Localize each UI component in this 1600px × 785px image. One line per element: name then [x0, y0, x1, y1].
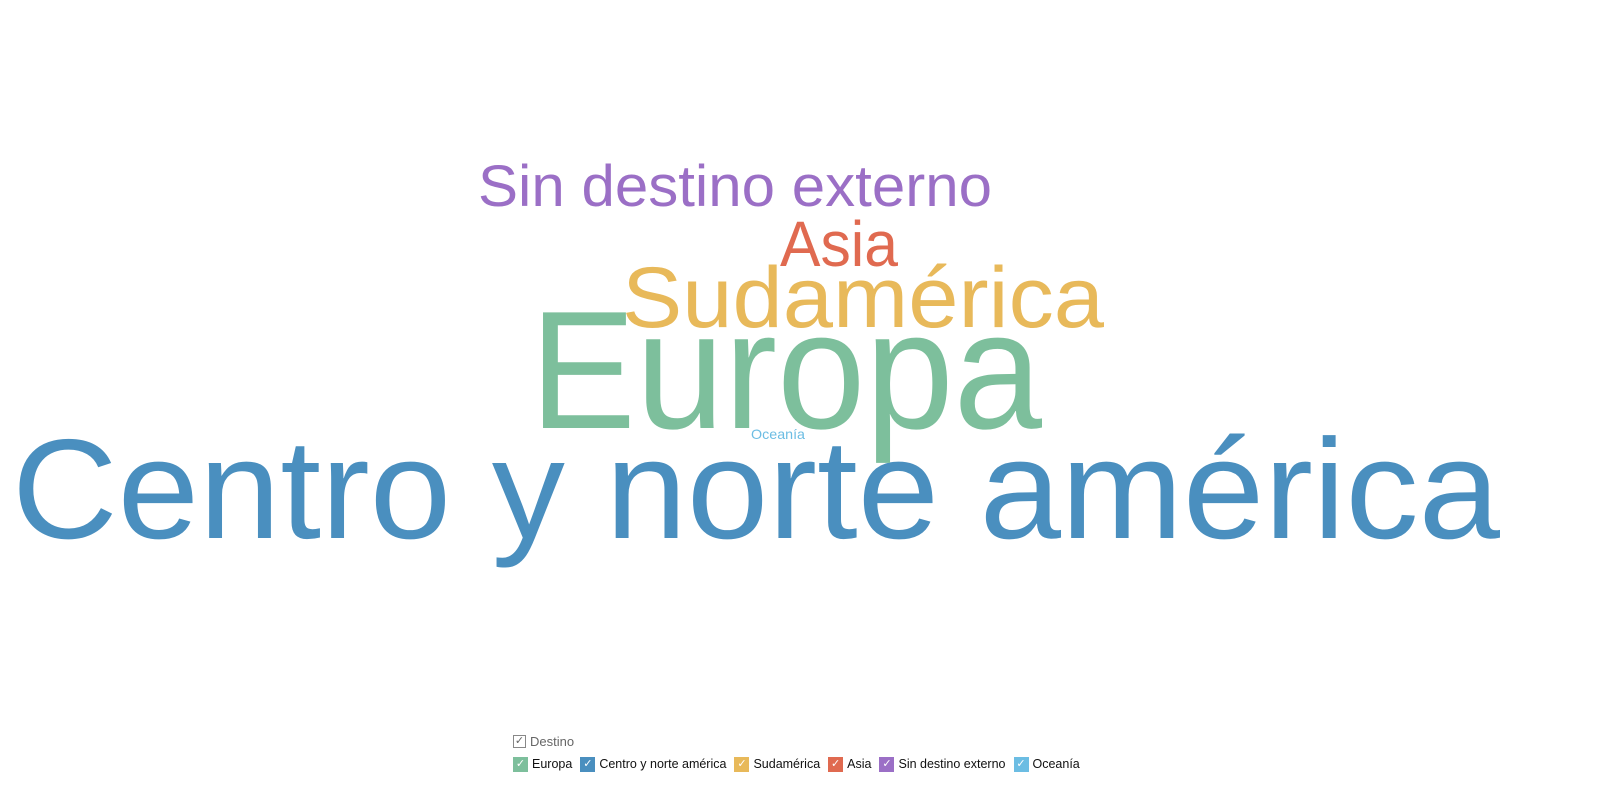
legend-item-europa[interactable]: ✓ Europa	[513, 756, 573, 772]
legend-toggle-all-checkbox-icon[interactable]: ✓	[513, 734, 526, 748]
word-sin-destino-externo: Sin destino externo	[478, 154, 992, 219]
word-sudamérica: Sudamérica	[622, 250, 1104, 346]
checkbox-icon[interactable]: ✓	[513, 756, 528, 772]
checkbox-icon[interactable]: ✓	[1013, 756, 1029, 772]
checkbox-icon[interactable]: ✓	[580, 756, 596, 772]
word-centro-y-norte-américa: Centro y norte américa	[12, 410, 1500, 569]
legend: ✓ Destino ✓ Europa ✓ Centro y norte américa…	[513, 731, 1088, 774]
word-europa: Europa	[530, 276, 1043, 464]
legend-item-sudamérica[interactable]: ✓ Sudamérica	[734, 756, 821, 772]
checkbox-icon[interactable]: ✓	[828, 756, 844, 772]
legend-items: ✓ Europa ✓ Centro y norte américa ✓ Sudaméric…	[513, 754, 1088, 774]
legend-title: Destino	[530, 733, 575, 749]
checkbox-icon[interactable]: ✓	[734, 756, 750, 772]
word-cloud: Centro y norte américaEuropaSudaméricaAs…	[12, 154, 1500, 569]
legend-title-row[interactable]: ✓ Destino	[513, 731, 1088, 751]
word-asia: Asia	[780, 208, 898, 280]
legend-item-asia[interactable]: ✓ Asia	[828, 756, 872, 772]
legend-item-oceanía[interactable]: ✓ Oceanía	[1013, 756, 1080, 772]
legend-item-label: Sudamérica	[753, 757, 821, 771]
legend-item-label: Asia	[847, 757, 872, 771]
legend-item-label: Sin destino externo	[898, 757, 1006, 771]
legend-item-sin-destino-externo[interactable]: ✓ Sin destino externo	[879, 756, 1006, 772]
checkbox-icon[interactable]: ✓	[879, 756, 895, 772]
legend-item-centro-y-norte-américa[interactable]: ✓ Centro y norte américa	[580, 756, 727, 772]
legend-item-label: Europa	[532, 757, 573, 771]
legend-item-label: Oceanía	[1032, 757, 1080, 771]
word-oceanía: Oceanía	[751, 426, 805, 442]
legend-item-label: Centro y norte américa	[599, 757, 727, 771]
